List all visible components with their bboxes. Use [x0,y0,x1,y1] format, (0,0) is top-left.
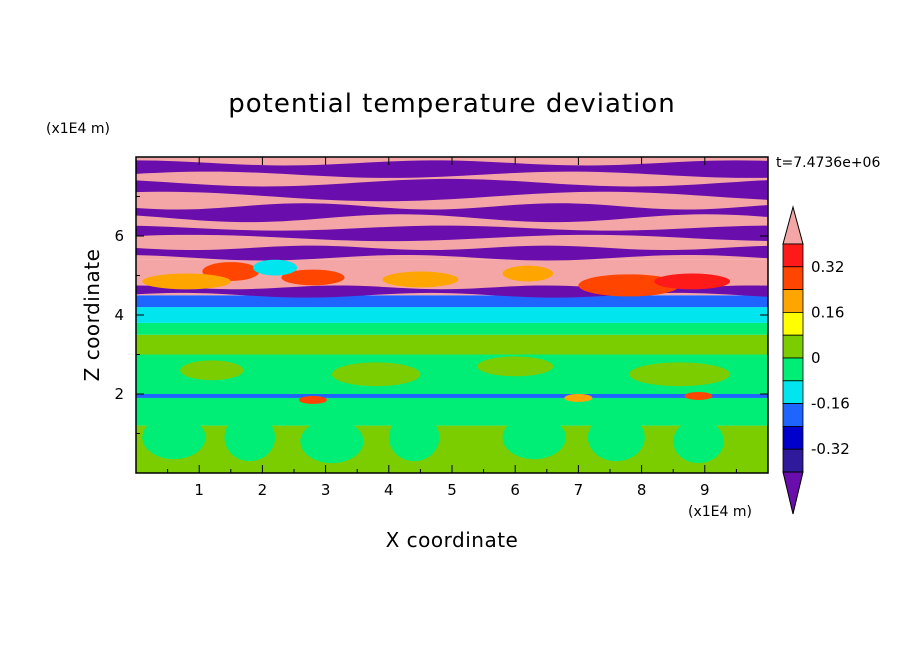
heatmap-cool-stripe [136,245,768,261]
colorbar-segment [782,357,804,382]
heatmap-band [136,322,768,335]
colorbar-segment [782,425,804,450]
heatmap-warm-streak [654,273,731,290]
x-axis-ticks: 1 2 3 4 5 6 7 8 9 [167,157,737,499]
heatmap-warm-spot [684,391,713,400]
heatmap-cool-stripe [136,225,768,242]
colorbar-label: 0.16 [811,303,844,321]
x-axis-label: X coordinate [386,528,519,552]
heatmap-eddy [388,413,440,462]
heatmap-features [136,160,768,464]
heatmap-warm-streak [382,271,459,288]
colorbar-label: -0.32 [811,440,850,458]
colorbar-segment [782,289,804,313]
heatmap-warm-spot [298,395,327,404]
colorbar-segment [782,334,804,359]
heatmap-warm-streak [281,269,345,286]
heatmap-warm-streak [502,265,554,282]
heatmap-warm-spot [564,393,593,402]
heatmap-eddy [587,413,645,462]
colorbar: 0.32 0.16 0 -0.16 -0.32 [782,205,850,515]
colorbar-segment [782,266,804,290]
colorbar-segment [782,311,804,336]
colorbar-segment [782,403,804,427]
heatmap-eddy [502,415,566,460]
heatmap-eddy [673,419,724,464]
heatmap-patch [180,360,244,381]
y-tick-label: 4 [114,306,124,324]
x-tick-label: 2 [258,481,268,499]
heatmap-patch [628,362,731,387]
x-tick-label: 6 [510,481,520,499]
time-label: t=7.4736e+06 [776,155,880,171]
heatmap-band [136,307,768,323]
plot-area [136,157,768,473]
colorbar-label: -0.16 [811,395,850,413]
colorbar-segment [782,448,804,473]
heatmap-band [136,334,768,355]
colorbar-label: 0 [811,349,821,367]
heatmap-band [136,394,768,398]
x-tick-label: 3 [321,481,331,499]
x-tick-label: 4 [384,481,394,499]
x-scale-label: (x1E4 m) [688,504,752,520]
x-tick-label: 9 [700,481,710,499]
heatmap-warm-streak [142,273,231,290]
colorbar-min-triangle [782,471,804,515]
heatmap-band [136,295,768,308]
heatmap-cool-stripe [136,160,768,178]
heatmap-eddy [224,413,276,462]
heatmap-warm-streak [578,274,680,297]
y-scale-label: (x1E4 m) [46,121,110,137]
x-tick-label: 1 [194,481,204,499]
heatmap-cool-stripe [136,178,768,202]
heatmap-patch [331,362,421,387]
chart-title: potential temperature deviation [228,89,675,119]
y-axis-label: Z coordinate [80,249,104,382]
colorbar-segment [782,380,804,404]
y-tick-label: 6 [114,227,124,245]
y-axis-ticks: 2 4 6 [114,196,768,434]
heatmap-eddy [300,419,364,464]
x-tick-label: 8 [637,481,647,499]
heatmap-cool-stripe [136,203,768,223]
heatmap-patch [477,356,554,377]
colorbar-max-triangle [782,205,804,245]
heatmap-band [136,397,768,426]
x-tick-label: 5 [447,481,457,499]
y-tick-label: 2 [114,385,124,403]
heatmap-warm-streak [252,259,298,276]
colorbar-segment [782,243,804,268]
heatmap-eddy [142,415,206,460]
colorbar-label: 0.32 [811,258,844,276]
x-tick-label: 7 [574,481,584,499]
